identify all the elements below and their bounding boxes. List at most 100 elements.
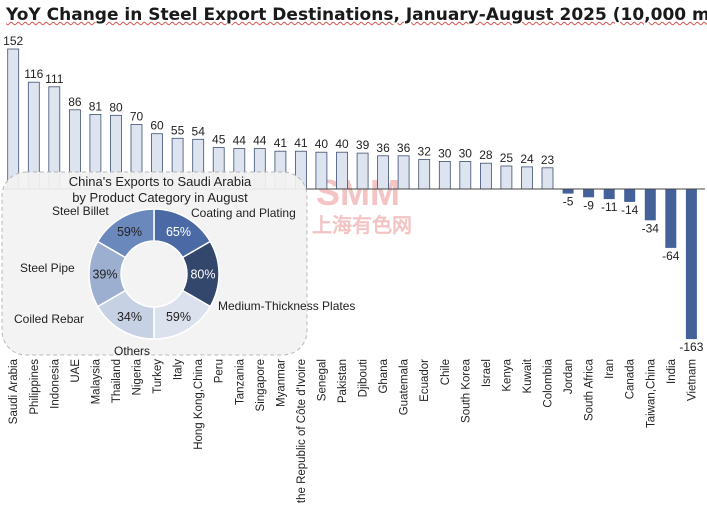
category-tick-label: Israel — [481, 359, 493, 387]
bar — [356, 152, 369, 190]
donut-slice-label: 65% — [166, 225, 191, 239]
bar-value-label: 44 — [233, 134, 247, 148]
category-tick-label: Ghana — [378, 358, 390, 393]
bar-value-label: 23 — [541, 153, 555, 167]
category-tick-label: the Republic of Côte d'Ivoire — [296, 359, 308, 503]
bar-value-label: 41 — [294, 136, 308, 150]
bar-value-label: 30 — [438, 146, 452, 160]
category-tick-label: Pakistan — [337, 359, 349, 403]
bar-value-label: 86 — [68, 95, 82, 109]
bar-value-label: 36 — [397, 141, 411, 155]
bar-value-label: 80 — [109, 100, 123, 114]
bar — [665, 189, 677, 248]
bar-value-label: 44 — [253, 134, 267, 148]
donut-category-name: Coiled Rebar — [14, 312, 84, 326]
category-tick-label: Guatemala — [399, 358, 411, 415]
donut-slice — [96, 208, 155, 259]
bar-value-label: -64 — [662, 249, 680, 263]
bar-value-label: 40 — [315, 137, 329, 151]
donut-slice-label: 80% — [190, 268, 215, 282]
category-tick-label: Hong Kong,China — [193, 358, 205, 449]
bar-value-label: 39 — [356, 138, 370, 152]
bar-value-label: -11 — [601, 200, 618, 214]
category-tick-label: Taiwan,China — [645, 358, 657, 428]
bar — [459, 160, 472, 190]
inset-panel — [1, 171, 308, 356]
bar-value-label: 41 — [274, 136, 288, 150]
bar-value-label: -14 — [621, 203, 639, 217]
category-tick-label: Kenya — [501, 358, 513, 391]
category-tick-label: Indonesia — [49, 358, 61, 408]
donut-category-name: Others — [114, 344, 150, 358]
category-tick-label: Chile — [440, 359, 452, 385]
category-tick-label: Italy — [173, 359, 185, 380]
category-tick-label: UAE — [70, 359, 82, 383]
category-tick-label: Senegal — [316, 359, 328, 401]
bar-value-label: 152 — [3, 34, 23, 48]
bar-value-label: 40 — [335, 137, 349, 151]
category-tick-label: Peru — [214, 359, 226, 383]
category-tick-label: Djibouti — [358, 359, 370, 397]
donut-category-name: Steel Pipe — [20, 261, 75, 275]
bar — [541, 167, 554, 190]
category-tick-label: Jordan — [563, 359, 575, 394]
bar-value-label: 28 — [479, 148, 493, 162]
category-tick-label: South Korea — [460, 358, 472, 423]
bar — [685, 189, 697, 340]
donut-slice-label: 59% — [166, 310, 191, 324]
category-tick-label: Saudi Arabia — [8, 358, 20, 424]
donut-slice-label: 59% — [117, 225, 142, 239]
bar-value-label: -5 — [563, 195, 574, 209]
category-tick-label: Kuwait — [522, 358, 534, 393]
category-tick-label: Colombia — [543, 358, 555, 407]
bar-value-label: 60 — [150, 119, 164, 133]
watermark-cn-text: 上海有色网 — [312, 213, 412, 237]
bar — [521, 166, 533, 190]
bar-value-label: 81 — [89, 99, 103, 113]
inset-title-line: by Product Category in August — [72, 190, 248, 205]
bar-value-label: 36 — [376, 141, 390, 155]
bar — [583, 189, 595, 198]
donut-slice-label: 39% — [92, 268, 117, 282]
bar-value-label: -9 — [583, 198, 594, 212]
category-tick-label: Philippines — [29, 359, 41, 415]
bar — [603, 189, 615, 200]
category-tick-label: India — [666, 358, 678, 384]
bar — [500, 165, 513, 190]
bar-value-label: 30 — [459, 146, 473, 160]
category-tick-label: Vietnam — [686, 359, 698, 401]
bar-value-label: -34 — [642, 221, 660, 235]
bar-value-label: 54 — [192, 124, 206, 138]
category-tick-label: Nigeria — [132, 358, 144, 395]
bar-value-label: 32 — [418, 145, 432, 159]
bar — [438, 160, 451, 190]
bar-value-label: 111 — [45, 72, 64, 86]
donut-category-name: Coating and Plating — [191, 206, 296, 220]
category-tick-label: Tanzania — [234, 358, 246, 405]
bar-value-label: -163 — [679, 340, 703, 354]
bar — [377, 155, 390, 190]
bar — [7, 48, 20, 190]
category-tick-label: Singapore — [255, 359, 267, 411]
bar-series: 152 Saudi Arabia 116 Philippines 111 Indonesi… — [3, 34, 704, 503]
bar — [479, 162, 492, 190]
category-tick-label: Canada — [625, 358, 637, 399]
category-tick-label: Malaysia — [90, 358, 102, 404]
category-tick-label: Turkey — [152, 359, 164, 394]
bar-value-label: 55 — [171, 123, 185, 137]
bar — [624, 189, 636, 202]
bar-value-label: 25 — [500, 151, 514, 165]
bar — [644, 189, 656, 221]
category-tick-label: South Africa — [584, 358, 596, 421]
donut-category-name: Medium-Thickness Plates — [218, 299, 355, 313]
category-tick-label: Ecuador — [419, 359, 431, 402]
bar — [562, 189, 574, 194]
donut-slice-label: 34% — [117, 310, 142, 324]
category-tick-label: Thailand — [111, 359, 123, 403]
chart-title: YoY Change in Steel Export Destinations,… — [6, 5, 707, 25]
category-tick-label: Myanmar — [275, 359, 287, 407]
inset-title-line: China's Exports to Saudi Arabia — [69, 174, 252, 189]
bar-value-label: 116 — [24, 67, 43, 81]
bar-value-label: 45 — [212, 133, 226, 147]
